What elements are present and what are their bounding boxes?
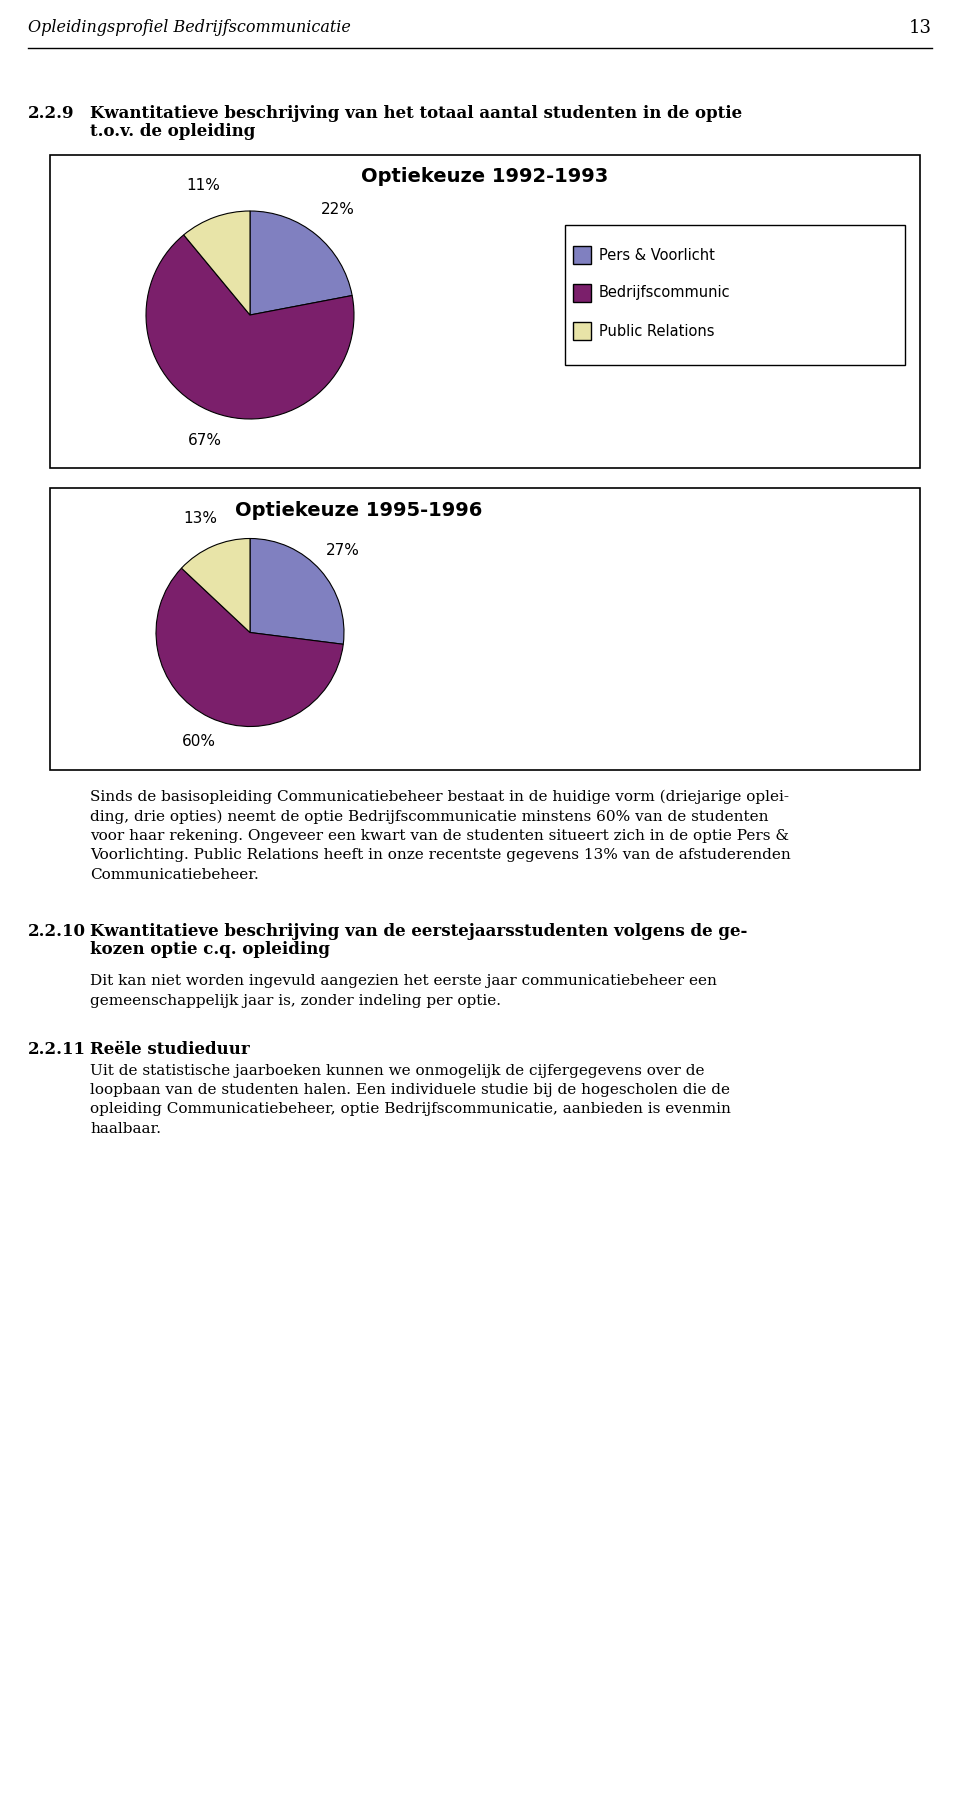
Text: 11%: 11%: [186, 178, 221, 194]
Text: Optiekeuze 1992-1993: Optiekeuze 1992-1993: [361, 167, 609, 187]
Text: Uit de statistische jaarboeken kunnen we onmogelijk de cijfergegevens over de: Uit de statistische jaarboeken kunnen we…: [90, 1063, 705, 1077]
Text: 2.2.11: 2.2.11: [28, 1041, 86, 1059]
Wedge shape: [156, 569, 344, 727]
Text: Dit kan niet worden ingevuld aangezien het eerste jaar communicatiebeheer een: Dit kan niet worden ingevuld aangezien h…: [90, 975, 717, 989]
Text: Communicatiebeheer.: Communicatiebeheer.: [90, 869, 259, 881]
Bar: [565, 224, 905, 364]
Wedge shape: [183, 212, 250, 314]
Text: 22%: 22%: [321, 201, 354, 217]
Wedge shape: [250, 212, 352, 314]
Text: voor haar rekening. Ongeveer een kwart van de studenten situeert zich in de opti: voor haar rekening. Ongeveer een kwart v…: [90, 829, 789, 844]
Bar: [573, 246, 591, 264]
Wedge shape: [181, 538, 250, 632]
Text: gemeenschappelijk jaar is, zonder indeling per optie.: gemeenschappelijk jaar is, zonder indeli…: [90, 994, 501, 1009]
Bar: [50, 488, 920, 770]
Text: Sinds de basisopleiding Communicatiebeheer bestaat in de huidige vorm (driejarig: Sinds de basisopleiding Communicatiebehe…: [90, 790, 789, 804]
Wedge shape: [146, 235, 354, 418]
Text: t.o.v. de opleiding: t.o.v. de opleiding: [90, 124, 255, 140]
Bar: [573, 321, 591, 339]
Text: Optiekeuze 1995-1996: Optiekeuze 1995-1996: [235, 501, 482, 519]
Text: 13: 13: [909, 20, 932, 38]
Text: haalbaar.: haalbaar.: [90, 1122, 161, 1136]
Text: loopbaan van de studenten halen. Een individuele studie bij de hogescholen die d: loopbaan van de studenten halen. Een ind…: [90, 1082, 730, 1097]
Text: Kwantitatieve beschrijving van het totaal aantal studenten in de optie: Kwantitatieve beschrijving van het totaa…: [90, 104, 742, 122]
Text: 67%: 67%: [188, 433, 222, 447]
Text: Reële studieduur: Reële studieduur: [90, 1041, 250, 1059]
Bar: [573, 284, 591, 302]
Text: Kwantitatieve beschrijving van de eerstejaarsstudenten volgens de ge-: Kwantitatieve beschrijving van de eerste…: [90, 923, 748, 939]
Text: 27%: 27%: [326, 542, 360, 558]
Text: ding, drie opties) neemt de optie Bedrijfscommunicatie minstens 60% van de stude: ding, drie opties) neemt de optie Bedrij…: [90, 810, 769, 824]
Text: 60%: 60%: [181, 734, 216, 749]
Text: kozen optie c.q. opleiding: kozen optie c.q. opleiding: [90, 941, 330, 957]
Text: Bedrijfscommunic: Bedrijfscommunic: [599, 285, 731, 300]
Text: opleiding Communicatiebeheer, optie Bedrijfscommunicatie, aanbieden is evenmin: opleiding Communicatiebeheer, optie Bedr…: [90, 1102, 731, 1116]
Bar: [50, 154, 920, 468]
Text: 13%: 13%: [183, 512, 218, 526]
Text: Public Relations: Public Relations: [599, 323, 714, 339]
Text: Voorlichting. Public Relations heeft in onze recentste gegevens 13% van de afstu: Voorlichting. Public Relations heeft in …: [90, 849, 791, 863]
Text: Pers & Voorlicht: Pers & Voorlicht: [599, 248, 715, 262]
Wedge shape: [250, 538, 344, 644]
Text: 2.2.10: 2.2.10: [28, 923, 86, 939]
Text: Opleidingsprofiel Bedrijfscommunicatie: Opleidingsprofiel Bedrijfscommunicatie: [28, 20, 350, 36]
Text: 2.2.9: 2.2.9: [28, 104, 75, 122]
